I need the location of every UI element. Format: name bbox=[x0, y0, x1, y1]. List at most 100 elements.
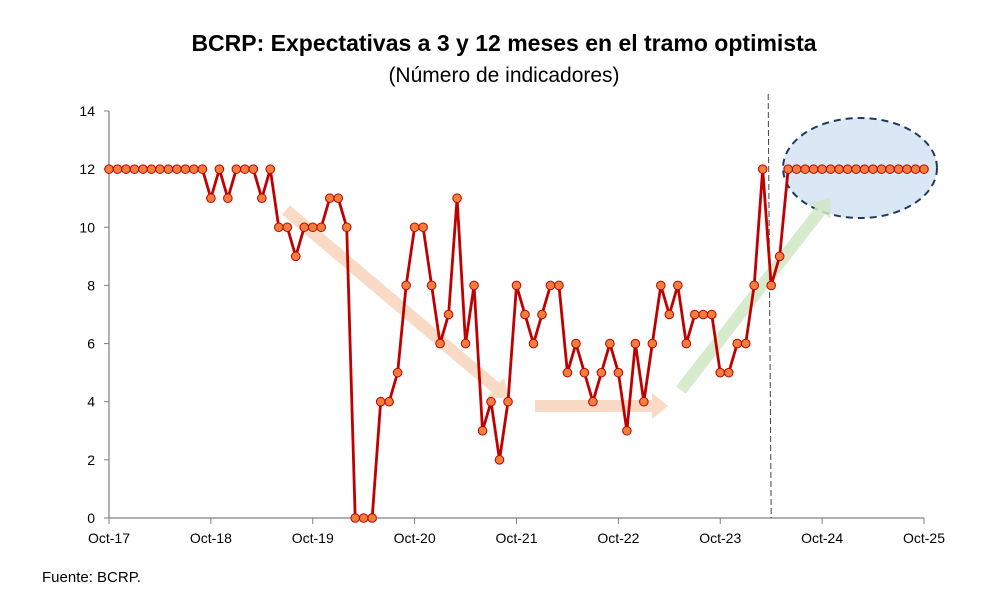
downtrend-arrow bbox=[282, 205, 508, 398]
data-point bbox=[375, 396, 386, 407]
y-tick-label: 12 bbox=[79, 161, 95, 177]
data-point bbox=[740, 338, 751, 349]
data-point bbox=[800, 164, 810, 174]
data-point bbox=[486, 396, 496, 407]
data-point bbox=[715, 367, 726, 378]
data-point bbox=[554, 280, 564, 291]
data-point bbox=[622, 425, 632, 436]
data-point bbox=[766, 280, 776, 291]
data-point bbox=[528, 338, 539, 349]
data-point bbox=[180, 164, 191, 174]
x-tick-label: Oct-25 bbox=[903, 530, 945, 546]
x-tick-label: Oct-24 bbox=[801, 530, 843, 546]
data-point bbox=[299, 222, 310, 233]
data-point bbox=[868, 164, 878, 174]
data-point bbox=[910, 164, 921, 174]
data-point bbox=[426, 280, 437, 291]
data-point bbox=[290, 251, 301, 262]
data-point bbox=[367, 513, 377, 523]
y-tick-label: 4 bbox=[87, 394, 95, 410]
data-point bbox=[851, 164, 861, 174]
data-point bbox=[240, 164, 250, 174]
data-point bbox=[121, 164, 131, 174]
data-point bbox=[893, 164, 904, 174]
data-point bbox=[163, 164, 174, 174]
data-point bbox=[588, 396, 598, 407]
x-tick-label: Oct-22 bbox=[597, 530, 639, 546]
x-tick-label: Oct-19 bbox=[292, 530, 334, 546]
data-point bbox=[647, 338, 658, 349]
data-point bbox=[520, 309, 530, 320]
data-point bbox=[129, 164, 140, 174]
data-point bbox=[265, 164, 276, 174]
data-point bbox=[324, 193, 335, 204]
x-tick-label: Oct-20 bbox=[394, 530, 436, 546]
y-tick-label: 10 bbox=[79, 219, 95, 235]
data-point bbox=[791, 164, 802, 174]
data-point bbox=[392, 367, 403, 378]
data-point bbox=[630, 338, 641, 349]
data-point bbox=[698, 309, 709, 320]
data-point bbox=[749, 280, 760, 291]
data-point bbox=[919, 164, 929, 174]
y-tick-label: 0 bbox=[87, 510, 95, 526]
data-point bbox=[757, 164, 768, 174]
data-point bbox=[273, 222, 284, 233]
data-point bbox=[112, 164, 123, 174]
data-point bbox=[155, 164, 165, 174]
data-point bbox=[885, 164, 895, 174]
data-point bbox=[596, 367, 607, 378]
data-point bbox=[384, 396, 394, 407]
data-point bbox=[876, 164, 887, 174]
y-tick-label: 8 bbox=[87, 277, 95, 293]
data-point bbox=[401, 280, 411, 291]
data-point bbox=[341, 222, 352, 233]
data-point bbox=[257, 193, 267, 204]
y-tick-label: 2 bbox=[87, 452, 95, 468]
data-point bbox=[214, 164, 225, 174]
data-point bbox=[537, 309, 547, 320]
data-point bbox=[902, 164, 912, 174]
data-point bbox=[545, 280, 556, 291]
data-point bbox=[571, 338, 581, 349]
data-point bbox=[409, 222, 420, 233]
data-point bbox=[774, 251, 785, 262]
data-point bbox=[859, 164, 870, 174]
x-tick-label: Oct-21 bbox=[495, 530, 537, 546]
data-point bbox=[817, 164, 827, 174]
data-point bbox=[418, 222, 428, 233]
data-point bbox=[494, 455, 505, 465]
data-point bbox=[477, 425, 488, 436]
data-point bbox=[307, 222, 318, 233]
chart-subtitle: (Número de indicadores) bbox=[388, 64, 620, 87]
data-point bbox=[172, 164, 182, 174]
chart-title: BCRP: Expectativas a 3 y 12 meses en el … bbox=[191, 30, 817, 56]
data-point bbox=[834, 164, 844, 174]
data-point bbox=[443, 309, 454, 320]
data-point bbox=[189, 164, 199, 174]
data-point bbox=[206, 193, 216, 204]
y-tick-label: 6 bbox=[87, 336, 95, 352]
data-point bbox=[146, 164, 157, 174]
data-point bbox=[503, 396, 513, 407]
data-point bbox=[706, 309, 717, 320]
data-point bbox=[656, 280, 666, 291]
x-tick-label: Oct-23 bbox=[699, 530, 741, 546]
data-point bbox=[104, 164, 114, 174]
data-point bbox=[723, 367, 734, 378]
data-point bbox=[333, 193, 344, 204]
data-point bbox=[138, 164, 148, 174]
data-point bbox=[732, 338, 743, 349]
data-point bbox=[223, 193, 233, 204]
data-point bbox=[435, 338, 445, 349]
y-tick-label: 14 bbox=[79, 103, 95, 119]
data-point bbox=[562, 367, 573, 378]
data-point bbox=[460, 338, 471, 349]
data-point bbox=[673, 280, 683, 291]
flat-trend-arrow bbox=[535, 393, 668, 419]
data-point bbox=[282, 222, 293, 233]
data-point bbox=[825, 164, 836, 174]
series-line bbox=[109, 167, 924, 520]
x-tick-label: Oct-18 bbox=[190, 530, 232, 546]
